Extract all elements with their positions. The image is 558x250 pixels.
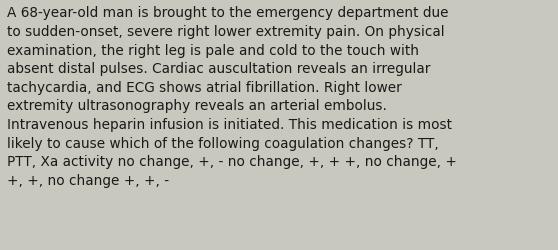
Text: A 68-year-old man is brought to the emergency department due
to sudden-onset, se: A 68-year-old man is brought to the emer… <box>7 6 457 187</box>
